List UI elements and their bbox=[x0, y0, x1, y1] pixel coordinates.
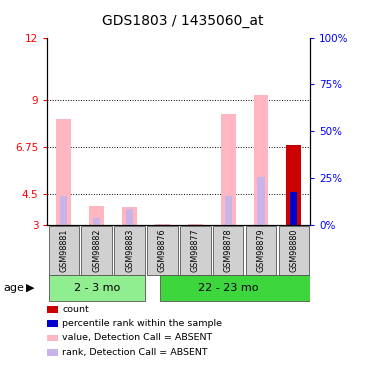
Bar bbox=[287, 145, 301, 225]
Bar bbox=[290, 192, 297, 225]
FancyBboxPatch shape bbox=[213, 226, 243, 274]
FancyBboxPatch shape bbox=[180, 226, 211, 274]
Text: count: count bbox=[62, 305, 89, 314]
FancyBboxPatch shape bbox=[160, 275, 322, 302]
FancyBboxPatch shape bbox=[49, 226, 79, 274]
Text: GSM98882: GSM98882 bbox=[92, 228, 101, 272]
Text: GSM98878: GSM98878 bbox=[224, 228, 233, 272]
Text: GSM98877: GSM98877 bbox=[191, 228, 200, 272]
Text: GSM98879: GSM98879 bbox=[257, 228, 265, 272]
Bar bbox=[188, 224, 203, 225]
Text: 22 - 23 mo: 22 - 23 mo bbox=[198, 283, 258, 293]
Bar bbox=[126, 209, 133, 225]
Bar bbox=[57, 119, 71, 225]
Bar bbox=[155, 224, 170, 225]
FancyBboxPatch shape bbox=[246, 226, 276, 274]
Bar bbox=[221, 114, 235, 225]
FancyBboxPatch shape bbox=[81, 226, 112, 274]
FancyBboxPatch shape bbox=[114, 226, 145, 274]
FancyBboxPatch shape bbox=[147, 226, 178, 274]
Bar bbox=[254, 95, 268, 225]
Text: ▶: ▶ bbox=[26, 283, 35, 293]
Bar bbox=[257, 177, 265, 225]
Bar bbox=[122, 207, 137, 225]
Text: GSM98883: GSM98883 bbox=[125, 229, 134, 272]
Text: percentile rank within the sample: percentile rank within the sample bbox=[62, 319, 222, 328]
Text: GSM98880: GSM98880 bbox=[289, 229, 298, 272]
Text: GSM98881: GSM98881 bbox=[59, 229, 68, 272]
Bar bbox=[60, 196, 68, 225]
Text: age: age bbox=[4, 283, 24, 293]
FancyBboxPatch shape bbox=[49, 275, 145, 302]
FancyBboxPatch shape bbox=[278, 226, 309, 274]
Bar bbox=[224, 196, 232, 225]
Bar bbox=[89, 206, 104, 225]
Text: 2 - 3 mo: 2 - 3 mo bbox=[74, 283, 120, 293]
Text: GSM98876: GSM98876 bbox=[158, 228, 167, 272]
Text: value, Detection Call = ABSENT: value, Detection Call = ABSENT bbox=[62, 333, 212, 342]
Bar bbox=[93, 218, 100, 225]
Text: rank, Detection Call = ABSENT: rank, Detection Call = ABSENT bbox=[62, 348, 208, 357]
Text: GDS1803 / 1435060_at: GDS1803 / 1435060_at bbox=[102, 14, 263, 28]
